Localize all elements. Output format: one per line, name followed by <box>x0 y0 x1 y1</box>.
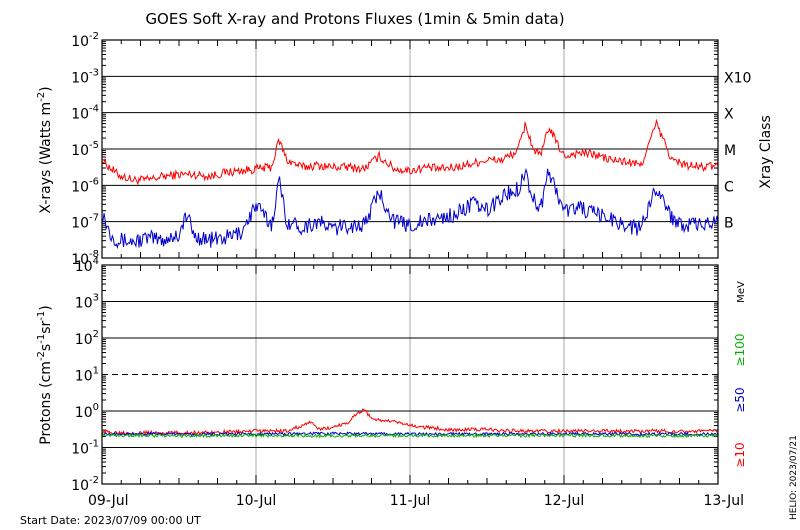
panel-frame <box>101 264 719 485</box>
y-tick-label: 10-1 <box>71 439 99 458</box>
xray-class-label: X <box>724 107 734 123</box>
xray-class-axis-title: Xray Class <box>758 115 774 189</box>
footer-start-date: Start Date: 2023/07/09 00:00 UT <box>20 514 201 527</box>
series-line-2 <box>101 432 719 439</box>
y-tick-label: 10-6 <box>71 176 99 195</box>
footer-helio-date: HELIO: 2023/07/21 <box>789 435 799 520</box>
energy-unit-label: MeV <box>736 281 747 303</box>
y-tick-label: 10-3 <box>71 67 99 86</box>
y-tick-label: 10-2 <box>71 31 99 50</box>
x-tick-label: 12-Jul <box>544 493 585 509</box>
x-tick-label: 11-Jul <box>390 493 431 509</box>
proton-y-label: Protons (cm-2s-1sr-1) <box>36 305 54 444</box>
y-tick-label: 101 <box>75 366 99 385</box>
y-tick-label: 10-7 <box>71 213 99 232</box>
y-tick-label: 10-2 <box>71 475 99 494</box>
xray-y-label: X-rays (Watts m-2) <box>36 86 54 213</box>
chart-title: GOES Soft X-ray and Protons Fluxes (1min… <box>145 10 564 28</box>
xray-class-label: X10 <box>724 70 751 86</box>
x-axis-labels: 09-Jul 10-Jul 11-Jul 12-Jul 13-Jul <box>88 493 744 509</box>
x-tick-label: 10-Jul <box>236 493 277 509</box>
x-tick-label: 13-Jul <box>703 493 744 509</box>
y-tick-label: 103 <box>75 293 99 312</box>
y-tick-label: 104 <box>75 256 99 275</box>
series-line-0 <box>101 118 719 186</box>
energy-label: ≥50 <box>733 387 747 412</box>
x-tick-label: 09-Jul <box>88 493 129 509</box>
proton-panel: 10-2 10-1 100 101 102 103 104 Protons (cm-2s-1s… <box>36 256 747 494</box>
xray-class-label: B <box>724 216 734 232</box>
energy-label: ≥100 <box>733 334 747 367</box>
series-line-1 <box>101 167 719 250</box>
xray-class-label: M <box>724 143 736 159</box>
xray-panel: 10-8 10-7 10-6 10-5 10-4 10-3 10-2 X-rays (Watt… <box>36 31 774 268</box>
y-tick-label: 102 <box>75 329 99 348</box>
panel-frame <box>101 39 719 259</box>
y-tick-label: 10-8 <box>71 249 99 268</box>
y-tick-label: 10-4 <box>71 104 99 123</box>
energy-label: ≥10 <box>733 442 747 467</box>
y-tick-label: 100 <box>75 402 99 421</box>
xray-class-label: C <box>724 179 734 195</box>
y-tick-label: 10-5 <box>71 140 99 159</box>
